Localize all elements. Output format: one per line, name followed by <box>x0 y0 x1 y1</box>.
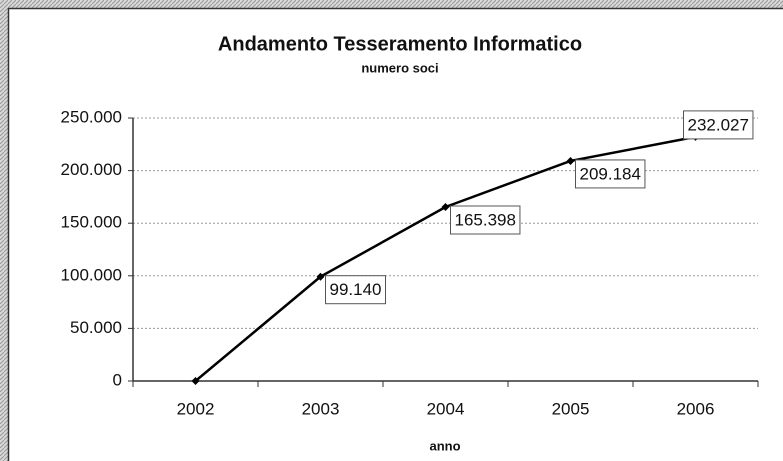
data-label-box <box>325 275 386 305</box>
x-tick-label: 2006 <box>677 399 715 418</box>
y-tick-label: 0 <box>113 370 122 389</box>
chart-subtitle: numero soci <box>361 60 438 75</box>
y-tick-label: 200.000 <box>61 160 122 179</box>
data-label: 232.027 <box>688 115 749 134</box>
marker <box>441 203 450 212</box>
data-label: 209.184 <box>580 164 641 183</box>
data-label-box <box>450 205 521 235</box>
x-tick-label: 2004 <box>427 399 465 418</box>
y-tick-label: 150.000 <box>61 213 122 232</box>
marker <box>316 272 325 281</box>
data-label: 99.140 <box>330 280 382 299</box>
marker <box>566 156 575 165</box>
data-label-box <box>683 110 754 140</box>
data-label-box <box>575 159 646 189</box>
y-tick-label: 250.000 <box>61 107 122 126</box>
data-label: 165.398 <box>455 210 516 229</box>
x-tick-label: 2003 <box>302 399 340 418</box>
x-axis-label: anno <box>429 438 460 453</box>
x-tick-label: 2002 <box>177 399 215 418</box>
marker <box>191 377 200 385</box>
chart-title: Andamento Tesseramento Informatico <box>218 33 582 55</box>
x-tick-label: 2005 <box>552 399 590 418</box>
y-tick-label: 100.000 <box>61 265 122 284</box>
y-tick-label: 50.000 <box>70 318 122 337</box>
